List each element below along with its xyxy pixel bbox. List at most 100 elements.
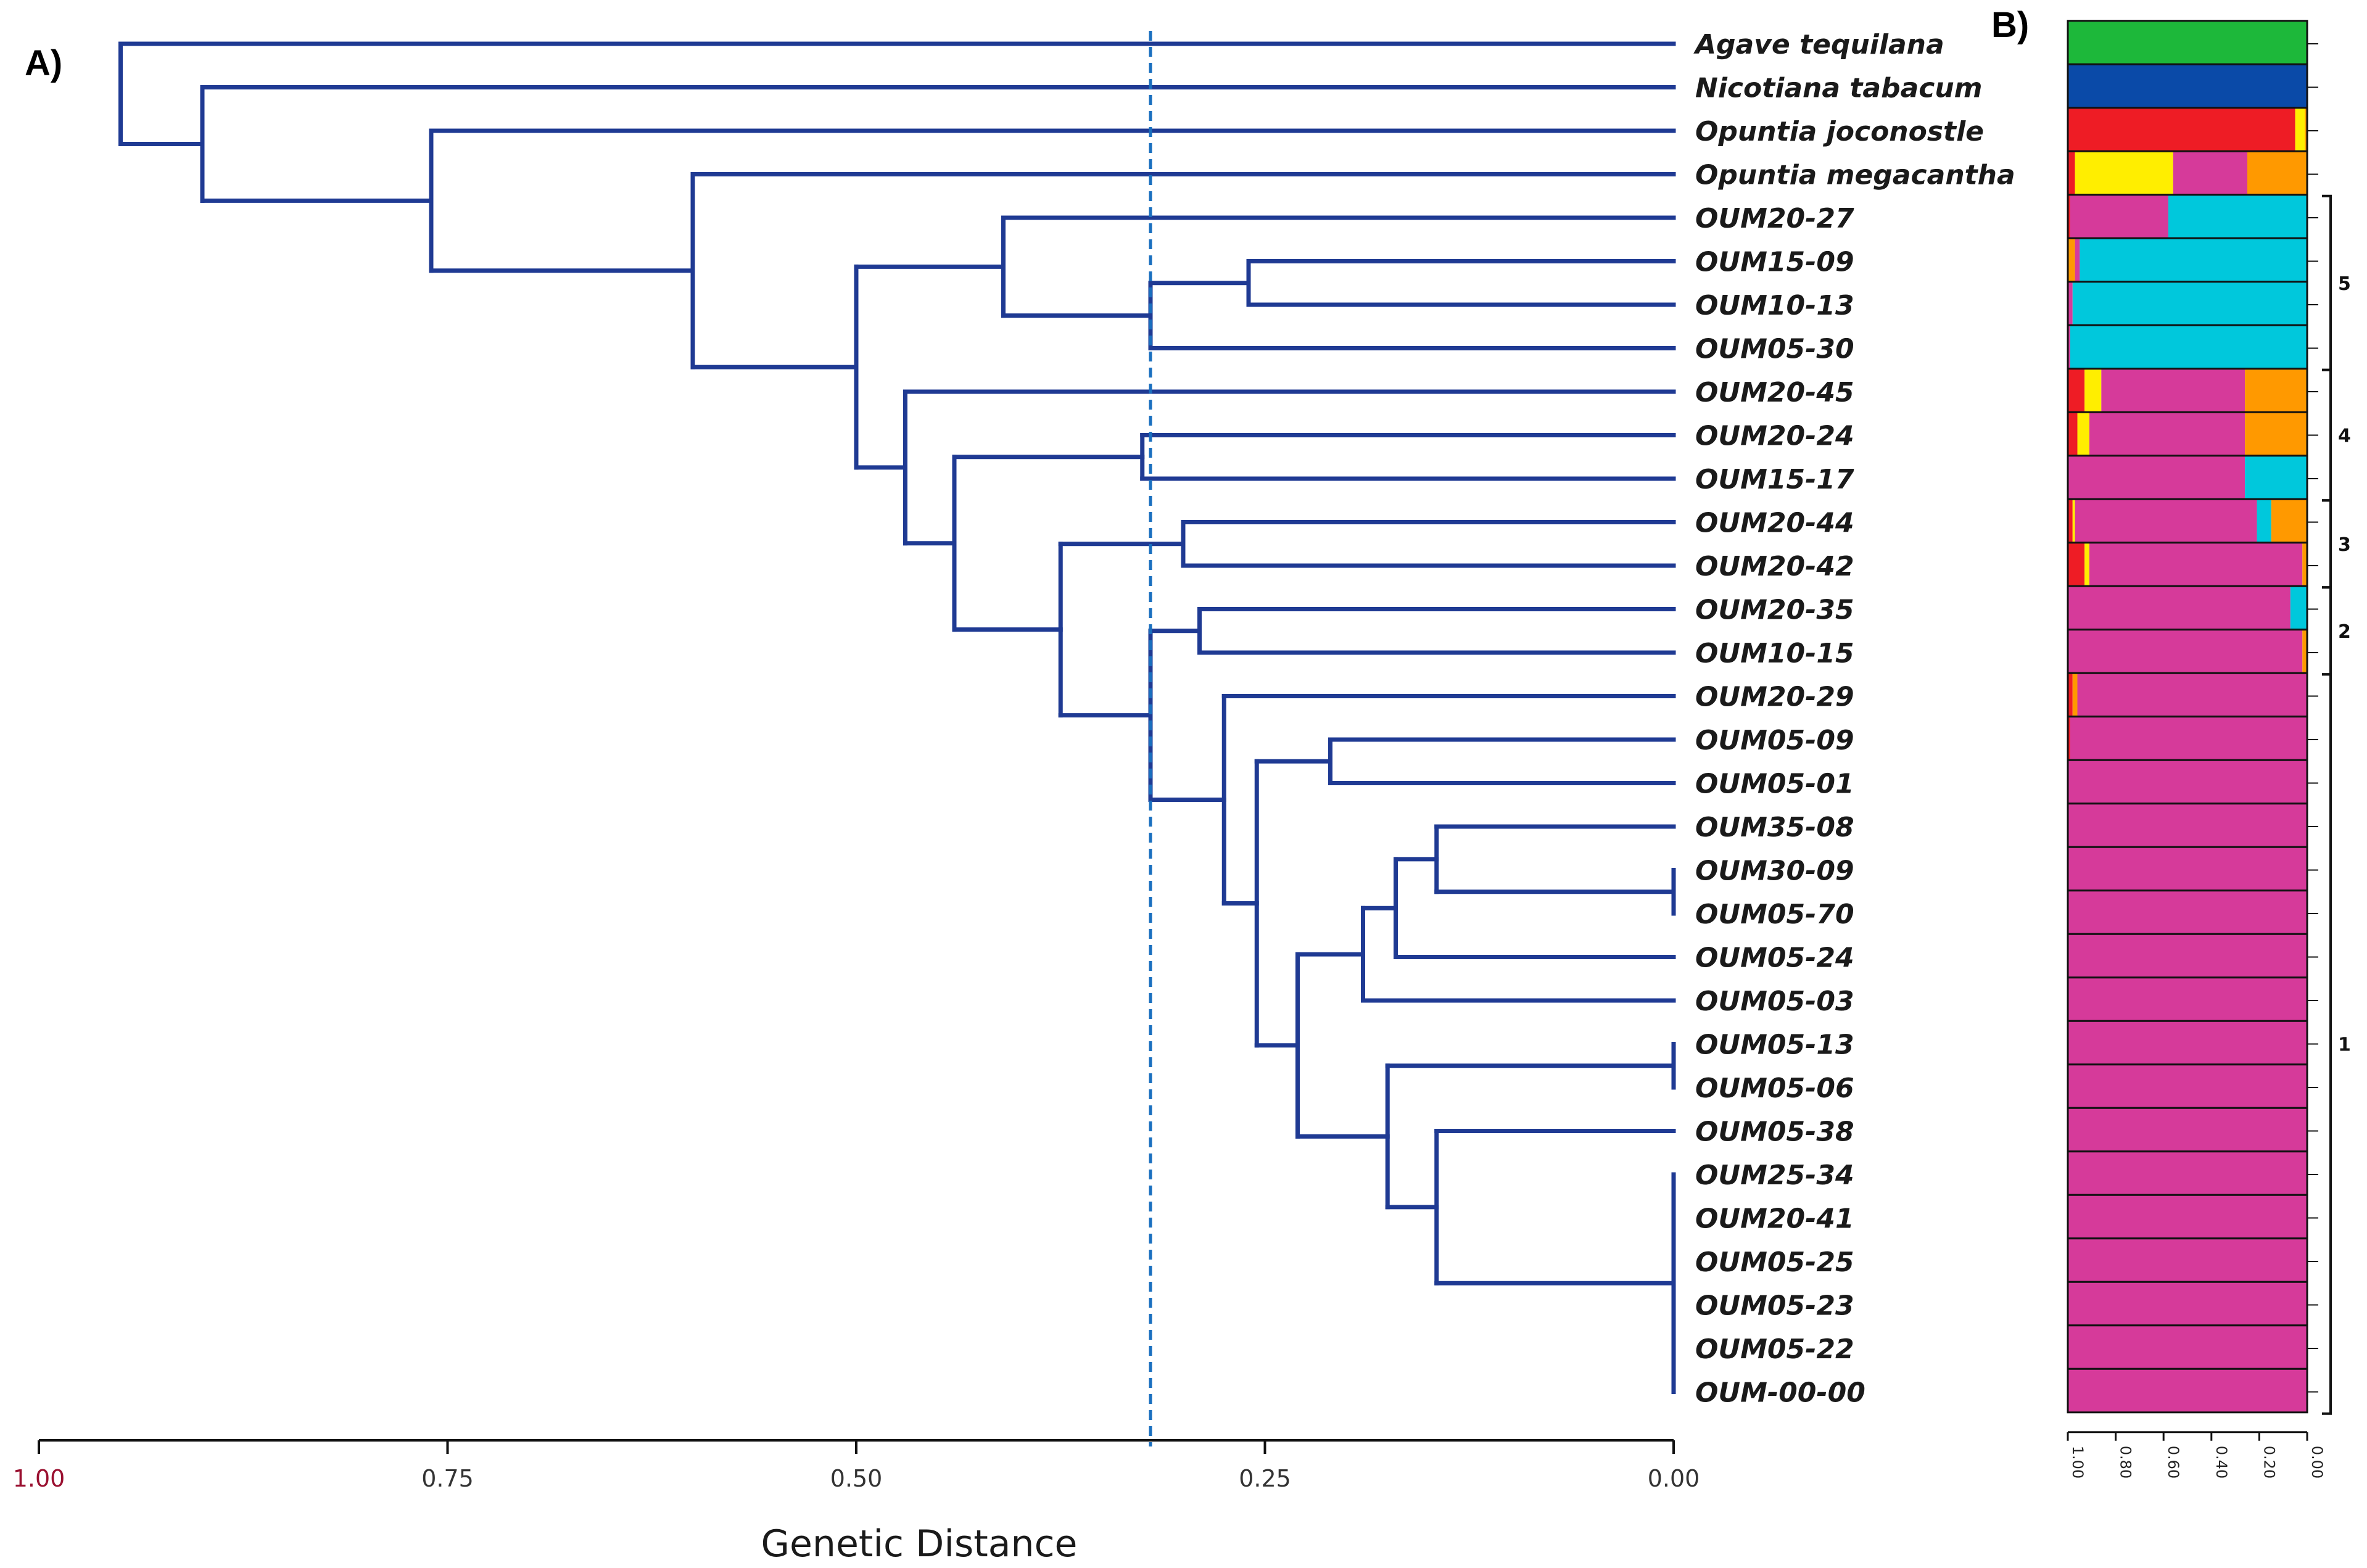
cluster-bracket: [2322, 194, 2332, 371]
leaf-label: Opuntia joconostle: [1695, 116, 1984, 147]
bar-segment-orange: [2271, 499, 2307, 543]
leaf-labels: Agave tequilana Nicotiana tabacum Opuntia …: [1693, 29, 2015, 1409]
bar-segment-magenta: [2070, 716, 2307, 761]
leaf-label: OUM05-13: [1695, 1030, 1854, 1061]
bar-segment-magenta: [2068, 934, 2307, 978]
bar-segment-cyan: [2072, 281, 2307, 326]
bar-segment-magenta: [2075, 238, 2080, 282]
bar-segment-red: [2068, 412, 2078, 456]
leaf-label: OUM20-29: [1695, 682, 1854, 713]
x-axis-title: Genetic Distance: [761, 1522, 1078, 1566]
leaf-label: OUM-00-00: [1695, 1377, 1865, 1409]
bar-segment-yellow: [2084, 368, 2102, 413]
cluster-label: 2: [2338, 621, 2351, 643]
leaf-label: OUM10-13: [1695, 290, 1854, 321]
bar-segment-magenta: [2068, 455, 2245, 500]
cluster-bracket: [2322, 499, 2332, 589]
leaf-label: OUM05-30: [1695, 334, 1854, 365]
bar-segment-magenta: [2101, 368, 2245, 413]
bar-segment-yellow: [2075, 151, 2173, 195]
leaf-label: OUM20-24: [1695, 421, 1854, 452]
membership-axis-tick-label: 0.40: [2213, 1446, 2230, 1479]
leaf-label: Opuntia megacantha: [1695, 160, 2015, 191]
leaf-label: OUM05-38: [1695, 1116, 1854, 1148]
leaf-label: OUM05-23: [1695, 1290, 1854, 1322]
bar-segment-magenta: [2077, 673, 2307, 717]
axis-tick-label: 1.00: [13, 1465, 65, 1492]
leaf-label: Agave tequilana: [1693, 29, 1944, 60]
leaf-label: OUM05-06: [1695, 1073, 1854, 1104]
bar-segment-blue: [2068, 64, 2307, 108]
bar-segment-magenta: [2068, 1369, 2307, 1413]
bar-segment-orange: [2068, 238, 2075, 282]
panel-b-label: B): [1991, 5, 2029, 45]
bar-segment-orange: [2247, 151, 2307, 195]
bar-segment-magenta: [2068, 847, 2307, 891]
bar-segment-magenta: [2068, 1151, 2307, 1195]
leaf-label: OUM15-09: [1695, 247, 1854, 278]
dendrogram: [118, 31, 1676, 1446]
axis-tick-label: 0.00: [1648, 1465, 1700, 1492]
bar-segment-yellow: [2077, 412, 2089, 456]
bar-segment-magenta: [2068, 977, 2307, 1021]
bar-segment-red: [2068, 368, 2085, 413]
bar-segment-red: [2068, 542, 2085, 587]
leaf-label: OUM15-17: [1695, 464, 1854, 495]
bar-segment-cyan: [2245, 455, 2307, 500]
membership-axis-tick-label: 0.60: [2165, 1446, 2182, 1479]
structure-bars: [2067, 20, 2318, 1414]
bar-segment-magenta: [2173, 151, 2247, 195]
bar-segment-yellow: [2295, 107, 2305, 152]
bar-segment-red: [2068, 194, 2070, 239]
bar-segment-cyan: [2290, 586, 2307, 630]
leaf-label: OUM35-08: [1695, 812, 1854, 843]
bar-segment-orange: [2245, 368, 2307, 413]
leaf-label: OUM20-42: [1695, 551, 1854, 582]
panel-a-label: A): [25, 43, 62, 83]
bar-segment-orange: [2302, 629, 2307, 674]
bar-segment-magenta: [2089, 412, 2245, 456]
cluster-label: 4: [2338, 426, 2351, 447]
bar-segment-red: [2068, 107, 2295, 152]
leaf-label: OUM20-27: [1695, 203, 1854, 234]
bar-segment-cyan: [2168, 194, 2307, 239]
bar-segment-magenta: [2068, 1108, 2307, 1152]
cluster-bracket: [2322, 586, 2332, 676]
membership-axis-tick-label: 0.80: [2117, 1446, 2134, 1479]
cluster-label: 5: [2338, 273, 2351, 295]
bar-segment-green: [2068, 20, 2307, 65]
membership-axis: 1.00 0.80 0.60 0.40 0.20 0.00: [2067, 1431, 2326, 1479]
bar-segment-magenta: [2068, 1064, 2307, 1108]
membership-axis-tick-label: 1.00: [2069, 1446, 2086, 1479]
bar-segment-cyan: [2080, 238, 2307, 282]
leaf-label: OUM30-09: [1695, 856, 1854, 887]
axis-tick-label: 0.50: [830, 1465, 883, 1492]
bar-segment-magenta: [2068, 629, 2303, 674]
bar-segment-magenta: [2068, 803, 2307, 848]
bar-segment-magenta: [2068, 890, 2307, 935]
leaf-label: OUM20-41: [1695, 1203, 1854, 1235]
bar-segment-magenta: [2075, 499, 2257, 543]
bar-segment-orange: [2305, 107, 2307, 152]
bar-segment-orange: [2302, 542, 2307, 587]
leaf-label: Nicotiana tabacum: [1695, 73, 1983, 104]
leaf-label: OUM05-01: [1695, 769, 1854, 800]
leaf-label: OUM05-09: [1695, 725, 1854, 756]
cluster-label: 3: [2338, 534, 2351, 556]
leaf-label: OUM25-34: [1695, 1160, 1854, 1191]
bar-segment-magenta: [2068, 1195, 2307, 1239]
bar-outline: [2067, 1368, 2308, 1414]
bar-segment-orange: [2072, 673, 2078, 717]
membership-axis-tick-label: 0.20: [2260, 1446, 2278, 1479]
bar-segment-red: [2068, 716, 2070, 761]
cluster-bracket: [2322, 673, 2332, 1415]
bar-segment-orange: [2245, 412, 2307, 456]
bar-segment-red: [2068, 673, 2073, 717]
bar-segment-yellow: [2084, 542, 2089, 587]
bar-segment-magenta: [2068, 1325, 2307, 1369]
bar-segment-magenta: [2068, 1238, 2307, 1282]
leaf-label: OUM20-44: [1695, 508, 1854, 539]
bar-segment-cyan: [2257, 499, 2271, 543]
bar-segment-magenta: [2089, 542, 2303, 587]
